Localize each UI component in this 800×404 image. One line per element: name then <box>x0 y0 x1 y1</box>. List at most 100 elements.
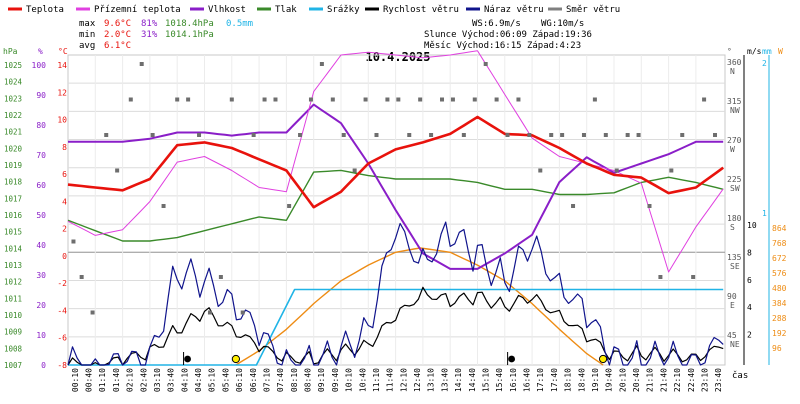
pressure-tick-label: 1020 <box>4 144 23 153</box>
wind-direction-point <box>560 133 565 137</box>
wind-direction-point <box>319 62 324 66</box>
x-tick-label: 10:40 <box>358 368 367 392</box>
x-tick-label: 23:10 <box>701 368 710 392</box>
stat-max-label: max <box>79 19 96 29</box>
wind-direction-point <box>396 97 401 102</box>
pressure-tick-label: 1019 <box>4 161 22 170</box>
solar-tick-label: 768 <box>772 239 787 248</box>
humidity-tick-label: 20 <box>36 301 46 310</box>
x-tick-label: 02:10 <box>126 368 135 392</box>
wind-direction-point <box>450 97 455 102</box>
x-tick-label: 12:10 <box>399 368 408 392</box>
x-tick-label: 12:40 <box>413 368 422 392</box>
temperature-tick-label: 8 <box>62 143 67 152</box>
info-sun: Slunce Východ:06:09 Západ:19:36 <box>424 30 592 40</box>
x-tick-label: 10:10 <box>345 368 354 392</box>
x-tick-label: 00:40 <box>85 368 94 392</box>
wind-direction-point <box>161 204 166 208</box>
x-tick-label: 04:10 <box>180 368 189 392</box>
info-block: WS:6.9m/s WG:10m/s Slunce Východ:06:09 Z… <box>424 19 592 51</box>
legend-label-rychlost-vetru: Rychlost větru <box>383 5 459 15</box>
chart-title: 10.4.2025 <box>365 50 430 64</box>
wind-direction-point <box>418 97 423 102</box>
wind-direction-point <box>363 97 368 102</box>
wind-speed-tick-label: 4 <box>747 303 752 312</box>
temperature-tick-label: -2 <box>57 279 67 288</box>
wind-direction-point <box>273 97 278 102</box>
wind-direction-point <box>592 97 597 102</box>
x-tick-label: 03:10 <box>153 368 162 392</box>
temperature-tick-label: -8 <box>57 361 67 370</box>
legend-label-tlak: Tlak <box>275 5 297 15</box>
pressure-tick-label: 1009 <box>4 328 22 337</box>
wind-direction-point <box>702 97 707 102</box>
wind-direction-point <box>669 168 674 173</box>
x-tick-label: 22:40 <box>687 368 696 392</box>
humidity-tick-label: 30 <box>36 271 46 280</box>
wind-direction-point <box>527 133 532 137</box>
x-tick-label: 23:40 <box>714 368 723 392</box>
wind-direction-point <box>691 275 696 279</box>
stats-block: max 9.6°C 81% 1018.4hPa 0.5mm min 2.0°C … <box>79 19 253 51</box>
sunrise-marker <box>231 354 240 364</box>
x-tick-label: 14:10 <box>454 368 463 392</box>
rain-tick-label: 2 <box>762 59 767 68</box>
solar-tick-label: 288 <box>772 314 787 323</box>
humidity-tick-label: 70 <box>36 151 46 160</box>
legend-label-smer-vetru: Směr větru <box>566 5 620 15</box>
wind-direction-point <box>581 133 586 137</box>
humidity-tick-label: 80 <box>36 121 46 130</box>
x-tick-label: 06:40 <box>249 368 258 392</box>
stat-max-rain: 0.5mm <box>226 19 253 29</box>
x-tick-label: 09:10 <box>317 368 326 392</box>
x-tick-label: 00:10 <box>71 368 80 392</box>
wind-speed-tick-label: 8 <box>747 248 752 257</box>
series-teplota <box>67 115 724 209</box>
temperature-tick-label: 6 <box>62 170 67 179</box>
wind-dir-compass-label: NW <box>730 106 740 115</box>
wind-speed-unit-label: m/s <box>747 47 762 56</box>
wind-direction-point <box>128 97 133 102</box>
x-tick-label: 03:40 <box>167 368 176 392</box>
wind-dir-degree-label: 315 <box>727 97 742 106</box>
wind-direction-point <box>104 133 109 137</box>
temperature-tick-label: -6 <box>57 334 67 343</box>
wind-dir-compass-label: S <box>730 223 735 232</box>
info-wind-gust: WG:10m/s <box>541 19 584 29</box>
x-tick-label: 07:10 <box>263 368 272 392</box>
pressure-tick-label: 1022 <box>4 111 22 120</box>
wind-direction-point <box>472 97 477 102</box>
rain-unit-label: mm <box>762 47 772 56</box>
wind-direction-point <box>330 97 335 102</box>
wind-direction-point <box>636 133 641 137</box>
x-tick-label: 14:40 <box>468 368 477 392</box>
info-moon: Měsíc Východ:16:15 Západ:4:23 <box>424 41 581 51</box>
wind-direction-point <box>90 310 95 315</box>
wind-direction-point <box>352 168 357 173</box>
wind-direction-point <box>407 133 412 137</box>
x-tick-label: 08:40 <box>304 368 313 392</box>
pressure-tick-label: 1018 <box>4 178 23 187</box>
series-naraz-vetru <box>67 221 724 366</box>
temperature-tick-label: 14 <box>57 61 67 70</box>
wind-direction-point <box>505 133 510 137</box>
moonset-marker <box>184 355 191 363</box>
x-tick-label: 13:40 <box>440 368 449 392</box>
wind-dir-unit-label: ° <box>727 47 732 56</box>
wind-direction-point <box>658 275 663 279</box>
wind-direction-point <box>186 97 191 102</box>
x-tick-label: 21:40 <box>659 368 668 392</box>
wind-dir-degree-label: 135 <box>727 253 742 262</box>
pressure-tick-label: 1008 <box>4 344 23 353</box>
series-prizemni-teplota <box>67 50 724 273</box>
wind-direction-point <box>494 97 499 102</box>
wind-direction-point <box>571 204 576 208</box>
stat-min-pressure: 1014.1hPa <box>165 30 214 40</box>
solar-tick-label: 672 <box>772 254 787 263</box>
wind-direction-point <box>625 133 630 137</box>
x-tick-label: 16:10 <box>509 368 518 392</box>
wind-direction-point <box>262 97 267 102</box>
wind-direction-point <box>680 133 685 137</box>
pressure-tick-label: 1017 <box>4 194 22 203</box>
